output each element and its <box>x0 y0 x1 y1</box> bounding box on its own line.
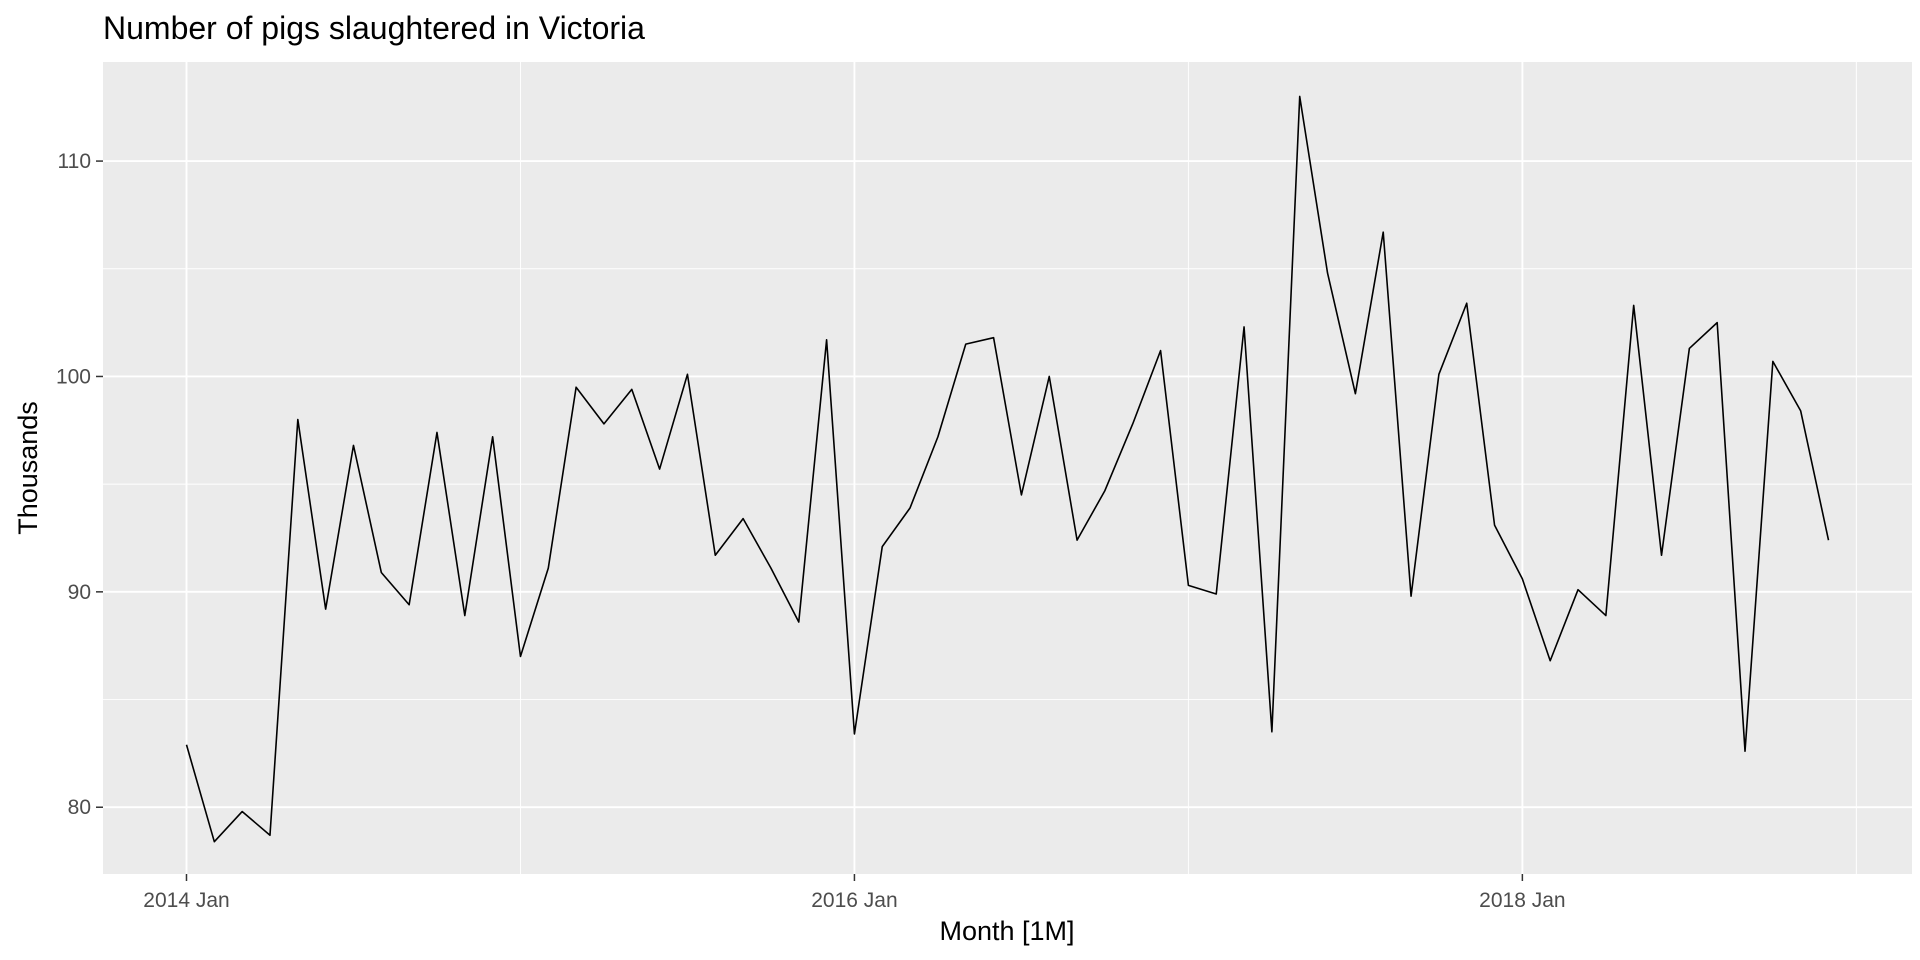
x-axis: 2014 Jan 2016 Jan 2018 Jan <box>143 874 1566 912</box>
y-axis-title: Thousands <box>13 401 43 535</box>
y-tick-label: 80 <box>68 796 91 819</box>
x-tick-label: 2014 Jan <box>143 889 229 912</box>
x-tick-label: 2018 Jan <box>1479 889 1565 912</box>
y-tick-label: 100 <box>56 365 91 388</box>
y-tick-label: 90 <box>68 581 91 604</box>
chart-title: Number of pigs slaughtered in Victoria <box>103 10 645 46</box>
major-gridlines <box>103 62 1912 874</box>
x-axis-title: Month [1M] <box>939 916 1074 946</box>
y-tick-label: 110 <box>58 150 91 173</box>
x-tick-label: 2016 Jan <box>811 889 897 912</box>
series-line <box>185 95 1830 843</box>
minor-gridlines <box>103 62 1912 874</box>
y-axis: 80 90 100 110 <box>56 150 103 819</box>
plot-panel <box>103 62 1912 874</box>
